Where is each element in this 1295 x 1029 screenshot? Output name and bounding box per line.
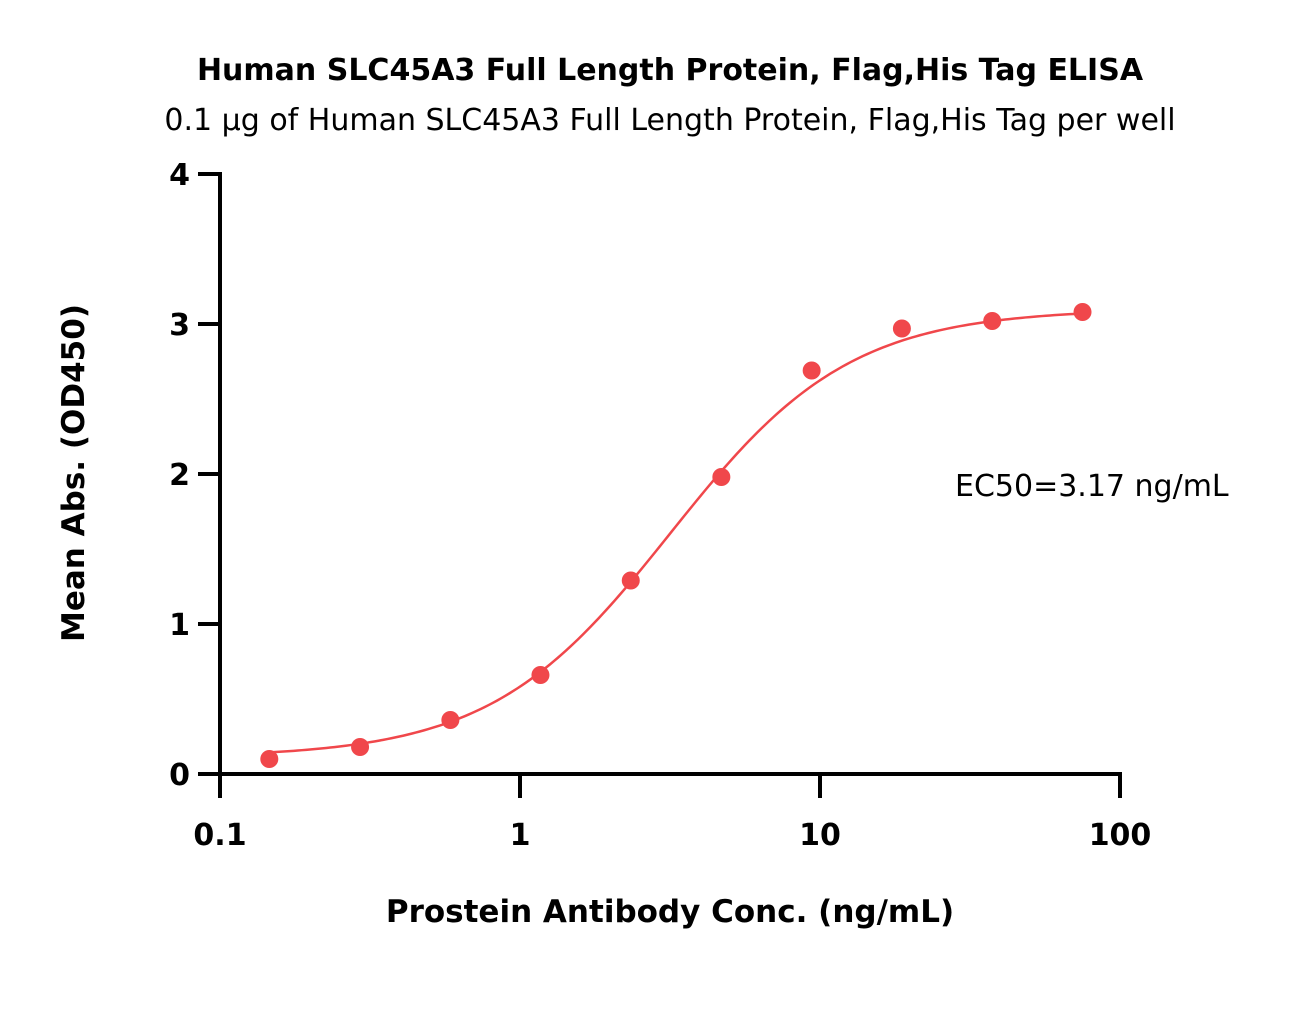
data-point [892, 319, 911, 338]
y-tick-label: 2 [169, 458, 190, 493]
fit-curve [269, 312, 1083, 754]
y-tick-label: 0 [169, 758, 190, 793]
data-point [1073, 303, 1092, 321]
x-axis-label: Prostein Antibody Conc. (ng/mL) [386, 894, 954, 930]
data-point [260, 750, 279, 768]
y-ticks: 0 1 2 3 4 [169, 158, 220, 793]
data-point [531, 666, 550, 684]
data-points [260, 303, 1092, 768]
x-ticks: 0.1 1 10 100 [193, 774, 1151, 853]
data-point [441, 711, 460, 729]
chart-subtitle: 0.1 µg of Human SLC45A3 Full Length Prot… [164, 103, 1175, 138]
x-tick-label: 1 [510, 818, 531, 853]
y-tick-label: 1 [169, 608, 190, 643]
ec50-annotation: EC50=3.17 ng/mL [955, 469, 1229, 504]
x-tick-label: 100 [1089, 818, 1152, 853]
data-point [983, 312, 1002, 330]
data-point [621, 571, 640, 590]
data-point [802, 361, 821, 380]
chart-title: Human SLC45A3 Full Length Protein, Flag,… [197, 53, 1144, 88]
y-tick-label: 3 [169, 308, 190, 343]
y-tick-label: 4 [169, 158, 190, 193]
x-tick-label: 0.1 [193, 818, 246, 853]
y-axis-label: Mean Abs. (OD450) [56, 304, 92, 642]
data-point [351, 738, 370, 756]
data-point [712, 468, 731, 486]
x-tick-label: 10 [799, 818, 841, 853]
